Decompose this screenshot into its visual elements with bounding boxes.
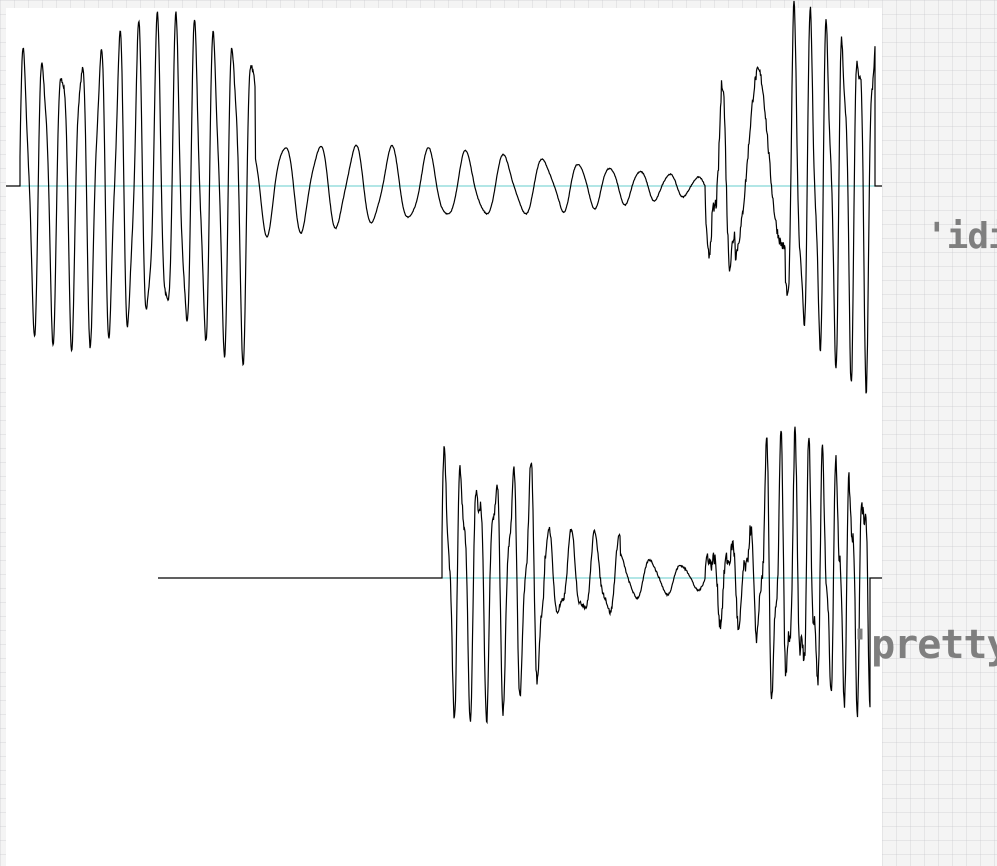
waveform-pretty	[158, 426, 882, 725]
waveform-panel	[6, 8, 882, 866]
waveform-idi	[6, 0, 882, 394]
waveform-trace-idi	[6, 0, 882, 394]
word-label-pretty: 'pretty'	[848, 622, 997, 668]
word-label-idi: 'idi'	[926, 216, 997, 257]
waveform-trace-pretty	[158, 426, 882, 725]
